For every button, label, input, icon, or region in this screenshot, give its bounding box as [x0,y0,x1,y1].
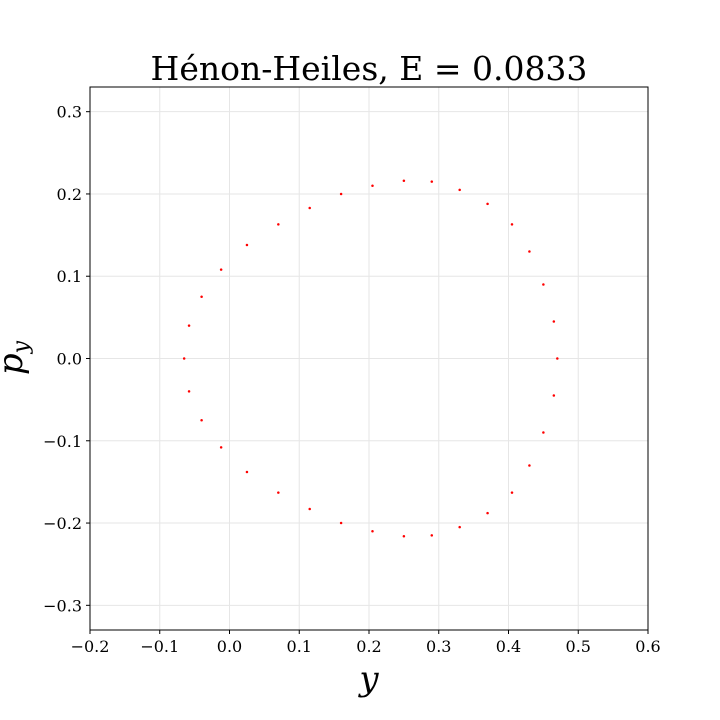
data-point [528,250,531,253]
data-point [528,464,531,467]
data-point [542,283,545,286]
data-point [458,188,461,192]
data-point [245,470,249,474]
data-point [187,324,191,327]
x-axis-label: y [357,659,379,699]
chart-title: Hénon-Heiles, E = 0.0833 [151,49,588,88]
y-axis-label: py [0,340,34,375]
data-point [308,507,311,511]
data-point [430,180,434,183]
data-point [371,184,374,187]
x-tick-label: 0.2 [356,637,381,656]
y-axis-label-base: p [0,353,31,375]
data-point [277,223,280,226]
y-tick-label: 0.2 [57,185,82,204]
data-point [219,268,223,271]
data-point [277,491,280,494]
data-point [219,446,223,449]
x-tick-label: 0.4 [496,637,521,656]
data-point [552,394,556,397]
x-tick-label: 0.0 [217,637,242,656]
x-tick-label: 0.6 [635,637,660,656]
x-tick-label: 0.1 [287,637,312,656]
data-point [510,223,514,226]
data-point [339,192,343,196]
y-axis-ticks: −0.3 −0.2 −0.1 0.0 0.1 0.2 0.3 [43,103,90,615]
y-axis-label-subscript: y [9,340,34,354]
grid-lines [89,87,649,630]
data-point [402,179,406,183]
data-point [187,390,191,393]
data-point [200,295,203,299]
y-tick-label: 0.3 [57,103,82,122]
data-point [486,511,489,515]
y-tick-label: −0.2 [43,514,82,533]
data-point [458,525,461,529]
data-point [402,534,406,538]
data-point [182,357,186,360]
x-tick-label: 0.5 [566,637,591,656]
y-tick-label: 0.1 [57,267,82,286]
data-point [308,206,311,210]
data-point [556,357,559,360]
data-point [371,530,374,533]
data-point [339,521,343,525]
x-tick-label: −0.1 [140,637,179,656]
y-tick-label: −0.3 [43,596,82,615]
data-point [486,202,489,206]
data-point [552,320,556,323]
data-point [200,418,203,422]
data-point [510,491,514,494]
y-tick-label: −0.1 [43,432,82,451]
y-tick-label: 0.0 [57,350,82,369]
x-axis-ticks: −0.2 −0.1 0.0 0.1 0.2 0.3 0.4 0.5 0.6 [71,630,661,656]
data-point [245,243,249,247]
x-tick-label: −0.2 [71,637,110,656]
x-tick-label: 0.3 [426,637,451,656]
data-point [430,534,434,537]
data-point [542,431,545,434]
scatter-points [182,179,559,538]
